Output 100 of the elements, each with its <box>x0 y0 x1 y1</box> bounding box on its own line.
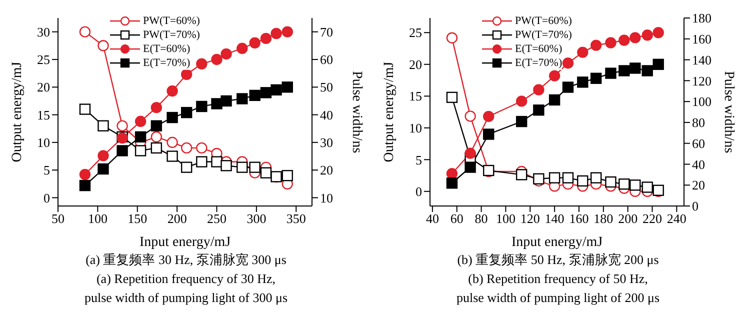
y-tick-label: 10 <box>409 120 422 136</box>
point <box>446 92 458 103</box>
y2-axis-title: Pulse width/ns <box>349 70 364 154</box>
x-tick-label: 50 <box>52 211 64 226</box>
point <box>220 160 232 172</box>
point <box>630 180 641 191</box>
x-tick-label: 100 <box>496 211 516 226</box>
point <box>196 58 208 70</box>
point <box>605 37 616 48</box>
y-tick-label: 5 <box>44 162 50 178</box>
point <box>249 37 260 48</box>
point <box>652 58 664 70</box>
x-tick-label: 350 <box>286 211 306 226</box>
x-axis-title: Input energy/mJ <box>139 235 232 250</box>
point <box>79 168 91 180</box>
point <box>464 148 476 159</box>
point <box>548 172 560 184</box>
y2-tick-label: 100 <box>692 94 712 110</box>
point <box>577 76 588 88</box>
x-tick-label: 140 <box>544 211 564 226</box>
x-axis-title: Input energy/mJ <box>511 235 604 250</box>
y2-tick-label: 30 <box>320 135 333 150</box>
point <box>464 110 476 122</box>
point <box>590 72 602 84</box>
point <box>116 145 128 156</box>
point <box>562 172 574 184</box>
point <box>79 180 91 192</box>
point <box>98 40 109 52</box>
y2-tick-label: 10 <box>320 190 333 206</box>
point <box>180 162 192 173</box>
y-tick-label: 0 <box>44 190 50 206</box>
point <box>180 68 192 80</box>
point <box>533 84 544 96</box>
x-tick-label: 200 <box>618 211 638 226</box>
point <box>282 170 293 182</box>
point <box>150 102 162 114</box>
legend-label: E(T=60%) <box>143 42 190 56</box>
text: pulse width of pumping light of 300 μs <box>83 289 289 307</box>
x-tick-label: 250 <box>207 211 226 226</box>
point <box>618 178 630 190</box>
y-tick-label: 20 <box>409 56 422 72</box>
y-tick-label: 20 <box>37 80 50 95</box>
point <box>642 182 653 193</box>
point <box>562 57 574 69</box>
point <box>618 65 630 76</box>
x-tick-label: 150 <box>128 211 148 226</box>
y2-tick-label: 50 <box>320 80 333 95</box>
point <box>150 120 162 132</box>
point <box>446 178 458 189</box>
text: (b) 重复频率 50 Hz, 泵浦脉宽 200 μs <box>456 251 660 269</box>
legend-label: PW(T=60%) <box>143 14 200 28</box>
y2-tick-label: 70 <box>320 24 333 40</box>
point <box>446 168 458 180</box>
y-tick-label: 15 <box>37 107 50 122</box>
point <box>270 28 282 40</box>
point <box>236 162 248 173</box>
point <box>260 32 272 44</box>
x-tick-label: 300 <box>246 211 266 226</box>
point <box>282 26 293 38</box>
point <box>134 131 146 142</box>
point <box>642 30 653 41</box>
point <box>150 142 162 154</box>
point <box>150 131 162 142</box>
y2-tick-label: 140 <box>692 52 712 68</box>
x-tick-label: 180 <box>594 211 614 226</box>
point <box>516 96 528 107</box>
y-tick-label: 30 <box>37 24 50 40</box>
point <box>249 90 260 102</box>
point <box>134 116 146 127</box>
point <box>116 120 128 132</box>
y-axis-title: Output energy/mJ <box>10 61 25 162</box>
point <box>464 162 476 173</box>
point <box>79 104 91 115</box>
point <box>630 62 641 74</box>
x-tick-label: 80 <box>474 211 488 226</box>
point <box>548 94 560 106</box>
point <box>562 82 574 93</box>
point <box>236 42 248 54</box>
point <box>134 145 146 156</box>
point <box>516 169 528 180</box>
x-tick-label: 40 <box>426 211 439 226</box>
point <box>590 172 602 184</box>
point <box>446 32 458 44</box>
y2-tick-label: 180 <box>692 10 712 26</box>
point <box>533 104 544 116</box>
point <box>577 175 588 187</box>
point <box>211 54 222 66</box>
x-tick-label: 200 <box>167 211 187 226</box>
point <box>196 156 208 168</box>
point <box>249 162 260 173</box>
y-axis-title: Output energy/mJ <box>382 61 397 162</box>
point <box>180 142 192 154</box>
y2-axis-title: Pulse width/ns <box>721 70 736 154</box>
point <box>260 167 272 178</box>
point <box>618 34 630 46</box>
legend-label: E(T=60%) <box>515 42 562 56</box>
legend-label: PW(T=60%) <box>515 14 572 28</box>
point <box>270 84 282 96</box>
legend-label: PW(T=70%) <box>143 28 200 42</box>
y2-tick-label: 20 <box>692 178 705 193</box>
